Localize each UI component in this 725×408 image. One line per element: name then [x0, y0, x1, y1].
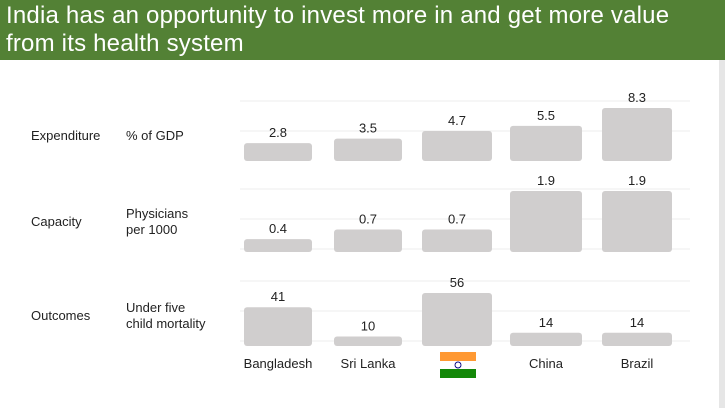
- title-bar: India has an opportunity to invest more …: [0, 0, 725, 60]
- data-label: 8.3: [628, 90, 646, 105]
- row-label-expenditure: Expenditure: [31, 128, 101, 143]
- flag-white-stripe: [440, 361, 476, 369]
- data-label: 1.9: [628, 173, 646, 188]
- flag-green-stripe: [440, 369, 476, 378]
- bar-expenditure-china: [510, 125, 582, 161]
- data-label: 3.5: [359, 121, 377, 136]
- data-label: 2.8: [269, 125, 287, 140]
- bar-outcomes-china: [510, 332, 582, 346]
- flag-saffron-stripe: [440, 352, 476, 361]
- bar-capacity-india: [422, 229, 492, 252]
- bar-capacity-bangladesh: [244, 239, 312, 252]
- data-label: 1.9: [537, 173, 555, 188]
- bar-expenditure-sri-lanka: [334, 138, 402, 161]
- india-flag-icon: [440, 352, 476, 378]
- bar-outcomes-india: [422, 293, 492, 346]
- data-label: 5.5: [537, 108, 555, 123]
- data-label: 4.7: [448, 113, 466, 128]
- bar-expenditure-bangladesh: [244, 143, 312, 161]
- data-label: 0.7: [448, 212, 466, 227]
- category-label-bangladesh: Bangladesh: [244, 356, 313, 371]
- bar-capacity-china: [510, 191, 582, 252]
- bar-capacity-brazil: [602, 191, 672, 252]
- data-label: 0.7: [359, 212, 377, 227]
- data-label: 14: [630, 315, 644, 330]
- data-label: 10: [361, 319, 375, 334]
- data-label: 41: [271, 289, 285, 304]
- category-label-sri-lanka: Sri Lanka: [341, 356, 397, 371]
- metric-label-mortality: Under five child mortality: [126, 300, 206, 331]
- bar-outcomes-sri-lanka: [334, 336, 402, 346]
- bar-outcomes-brazil: [602, 332, 672, 346]
- page-edge: [719, 60, 725, 408]
- slide-title: India has an opportunity to invest more …: [6, 2, 670, 57]
- bar-expenditure-india: [422, 130, 492, 161]
- bar-capacity-sri-lanka: [334, 229, 402, 252]
- bar-expenditure-brazil: [602, 108, 672, 161]
- data-label: 14: [539, 315, 553, 330]
- category-label-china: China: [529, 356, 564, 371]
- bar-outcomes-bangladesh: [244, 307, 312, 346]
- row-label-outcomes: Outcomes: [31, 308, 91, 323]
- chakra-icon: [454, 361, 462, 369]
- metric-label-physicians: Physicians per 1000: [126, 206, 189, 237]
- metric-label-gdp: % of GDP: [126, 128, 184, 143]
- data-label: 56: [450, 275, 464, 290]
- data-label: 0.4: [269, 221, 287, 236]
- category-label-brazil: Brazil: [621, 356, 654, 371]
- row-label-capacity: Capacity: [31, 214, 82, 229]
